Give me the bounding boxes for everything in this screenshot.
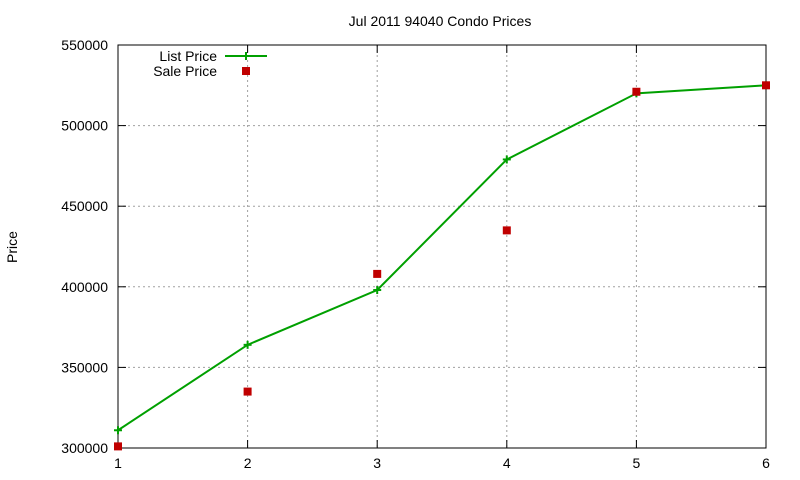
x-tick-label: 6 bbox=[762, 455, 770, 471]
list-price-point bbox=[243, 340, 252, 349]
x-tick-label: 2 bbox=[244, 455, 252, 471]
sale-price-point bbox=[632, 87, 641, 96]
sale-price-point bbox=[762, 81, 770, 90]
chart-title: Jul 2011 94040 Condo Prices bbox=[349, 13, 532, 29]
y-tick-label: 450000 bbox=[61, 198, 108, 214]
sale-price-point bbox=[114, 442, 122, 451]
legend-marker-sale-price bbox=[242, 67, 250, 75]
x-tick-label: 1 bbox=[114, 455, 122, 471]
y-tick-label: 400000 bbox=[61, 279, 108, 295]
legend-label: Sale Price bbox=[153, 63, 217, 79]
series-layer bbox=[114, 81, 770, 451]
list-price-point bbox=[373, 286, 382, 295]
x-tick-label: 5 bbox=[633, 455, 641, 471]
x-tick-label: 3 bbox=[373, 455, 381, 471]
legend-label: List Price bbox=[159, 48, 217, 64]
list-price-point bbox=[502, 155, 511, 164]
series-sale-price bbox=[114, 81, 770, 451]
plot-area-frame bbox=[117, 44, 767, 449]
list-price-line bbox=[117, 84, 767, 432]
y-tick-label: 500000 bbox=[61, 118, 108, 134]
sale-price-point bbox=[502, 226, 511, 235]
grid bbox=[118, 45, 766, 448]
x-tick-label: 4 bbox=[503, 455, 511, 471]
y-axis-label: Price bbox=[4, 231, 20, 263]
sale-price-point bbox=[373, 269, 382, 278]
series-list-price bbox=[114, 81, 770, 435]
axis-ticks: 1 2 3 4 5 6 300000 350000 400000 450000 500000 5500… bbox=[61, 37, 770, 471]
y-tick-label: 550000 bbox=[61, 37, 108, 53]
y-tick-label: 300000 bbox=[61, 440, 108, 456]
sale-price-point bbox=[243, 387, 252, 396]
legend-marker-list-price bbox=[242, 52, 250, 60]
y-tick-label: 350000 bbox=[61, 359, 108, 375]
list-price-point bbox=[114, 426, 122, 435]
